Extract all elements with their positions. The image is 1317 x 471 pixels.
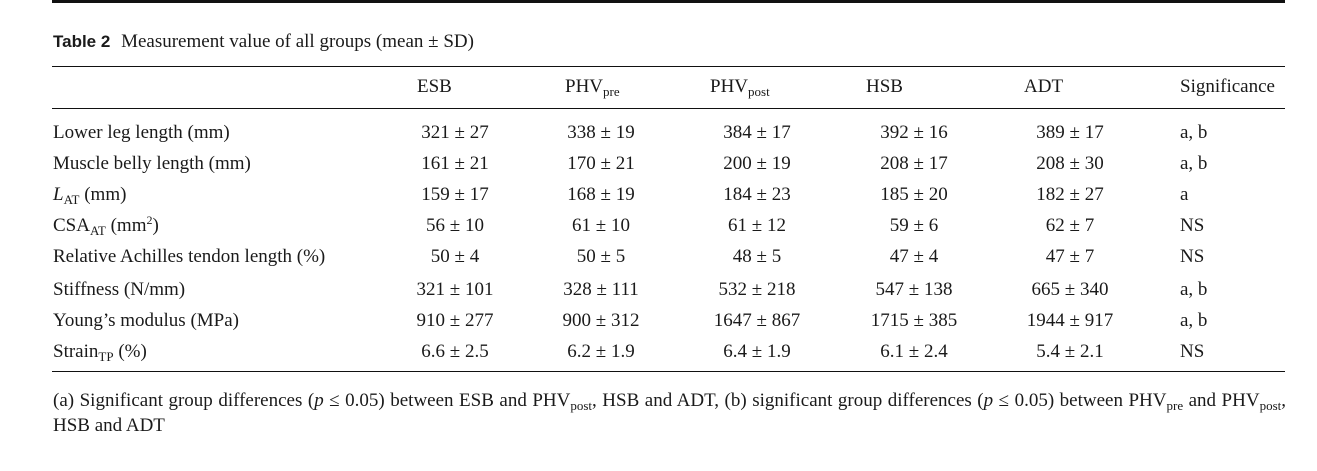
cell-phv-pre: 328 ± 111 [563, 279, 639, 300]
cell-adt: 62 ± 7 [1045, 215, 1095, 236]
cell-hsb: 392 ± 16 [880, 122, 948, 143]
cell-phv-post: 532 ± 218 [718, 279, 796, 300]
cell-hsb: 47 ± 4 [889, 246, 939, 267]
cell-phv-post: 384 ± 17 [723, 122, 791, 143]
cell-phv-pre: 338 ± 19 [567, 122, 635, 143]
cell-significance: NS [1180, 341, 1205, 362]
table-top-rule [52, 0, 1285, 3]
cell-phv-pre: 170 ± 21 [567, 153, 635, 174]
cell-phv-post: 6.4 ± 1.9 [723, 341, 791, 362]
row-label: StrainTP (%) [53, 341, 147, 364]
cell-phv-post: 1647 ± 867 [713, 310, 801, 331]
cell-esb: 6.6 ± 2.5 [421, 341, 489, 362]
cell-significance: NS [1180, 246, 1205, 267]
cell-esb: 321 ± 101 [416, 279, 494, 300]
row-label: Relative Achilles tendon length (%) [53, 246, 326, 267]
cell-phv-post: 200 ± 19 [723, 153, 791, 174]
cell-phv-pre: 168 ± 19 [567, 184, 635, 205]
cell-esb: 56 ± 10 [426, 215, 484, 236]
cell-significance: a, b [1180, 122, 1208, 143]
cell-adt: 1944 ± 917 [1026, 310, 1114, 331]
cell-hsb: 208 ± 17 [880, 153, 948, 174]
cell-significance: a, b [1180, 279, 1208, 300]
cell-phv-pre: 900 ± 312 [562, 310, 640, 331]
cell-hsb: 1715 ± 385 [870, 310, 958, 331]
cell-hsb: 59 ± 6 [889, 215, 939, 236]
cell-adt: 389 ± 17 [1036, 122, 1104, 143]
col-header-hsb: HSB [866, 76, 903, 97]
cell-adt: 665 ± 340 [1031, 279, 1109, 300]
cell-significance: a, b [1180, 153, 1208, 174]
col-header-adt: ADT [1024, 76, 1064, 97]
col-header-phv-pre: PHVpre [565, 76, 620, 99]
cell-adt: 47 ± 7 [1045, 246, 1095, 267]
row-label: CSAAT (mm2) [53, 213, 159, 238]
cell-phv-post: 184 ± 23 [723, 184, 791, 205]
cell-hsb: 6.1 ± 2.4 [880, 341, 948, 362]
cell-phv-pre: 50 ± 5 [576, 246, 626, 267]
cell-phv-post: 48 ± 5 [732, 246, 782, 267]
header-bottom-rule [52, 108, 1285, 109]
col-header-significance: Significance [1180, 76, 1275, 97]
col-header-esb: ESB [417, 76, 452, 97]
cell-adt: 182 ± 27 [1036, 184, 1104, 205]
table-caption: Table 2 Measurement value of all groups … [53, 31, 474, 53]
cell-esb: 161 ± 21 [421, 153, 489, 174]
row-label: LAT (mm) [53, 184, 127, 207]
cell-esb: 159 ± 17 [421, 184, 489, 205]
cell-phv-post: 61 ± 12 [728, 215, 786, 236]
row-label: Stiffness (N/mm) [53, 279, 186, 300]
cell-adt: 208 ± 30 [1036, 153, 1104, 174]
row-label: Young’s modulus (MPa) [53, 310, 239, 331]
cell-hsb: 547 ± 138 [875, 279, 953, 300]
cell-significance: a [1180, 184, 1189, 205]
cell-esb: 50 ± 4 [430, 246, 480, 267]
cell-phv-pre: 6.2 ± 1.9 [567, 341, 635, 362]
cell-esb: 910 ± 277 [416, 310, 494, 331]
table-label: Table 2 [53, 32, 111, 51]
cell-esb: 321 ± 27 [421, 122, 489, 143]
cell-adt: 5.4 ± 2.1 [1036, 341, 1104, 362]
header-top-rule [52, 66, 1285, 67]
row-label: Lower leg length (mm) [53, 122, 230, 143]
row-label: Muscle belly length (mm) [53, 153, 251, 174]
cell-significance: NS [1180, 215, 1205, 236]
cell-phv-pre: 61 ± 10 [572, 215, 630, 236]
col-header-phv-post: PHVpost [710, 76, 770, 99]
cell-hsb: 185 ± 20 [880, 184, 948, 205]
cell-significance: a, b [1180, 310, 1208, 331]
table-caption-text: Measurement value of all groups (mean ± … [121, 31, 474, 52]
table-bottom-rule [52, 371, 1285, 372]
table-footnote: (a) Significant group differences (p ≤ 0… [53, 390, 1286, 436]
